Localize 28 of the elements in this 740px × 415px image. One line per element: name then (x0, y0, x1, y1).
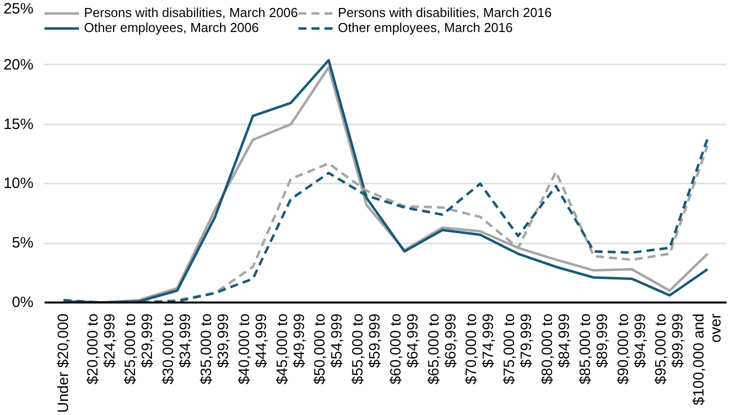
y-tick-label: 10% (3, 175, 34, 192)
x-tick-label: $35,000 to $39,999 (198, 313, 232, 384)
legend-label: Persons with disabilities, March 2016 (338, 5, 552, 20)
x-tick-label: $80,000 to $84,999 (539, 313, 573, 384)
x-tick-label: $20,000 to $24,999 (84, 313, 118, 384)
y-tick-label: 20% (3, 56, 34, 74)
x-tick-label: $90,000 to $94,999 (614, 313, 649, 384)
y-tick-label: 0% (12, 294, 34, 311)
y-tick-label: 15% (3, 116, 34, 133)
x-tick-label: $30,000 to $34,999 (160, 313, 194, 384)
legend-label: Persons with disabilities, March 2006 (84, 5, 298, 20)
x-tick-label: $95,000 to $99,999 (652, 313, 687, 384)
x-tick-label: Under $20,000 (54, 313, 72, 413)
y-tick-label: 5% (12, 234, 34, 252)
legend-label: Other employees, March 2016 (338, 20, 513, 35)
x-tick-label: $45,000 to $49,999 (274, 313, 308, 384)
x-tick-label: $85,000 to $89,999 (576, 313, 611, 384)
x-tick-label: $25,000 to $29,999 (122, 313, 156, 384)
y-tick-label: 25% (3, 0, 34, 18)
x-tick-label: $60,000 to $64,999 (387, 313, 422, 384)
x-tick-label: $50,000 to $54,999 (312, 313, 346, 384)
x-tick-label: $75,000 to $79,999 (501, 313, 536, 384)
x-tick-label: $70,000 to $74,999 (463, 313, 498, 384)
x-tick-label: $40,000 to $44,999 (236, 313, 270, 384)
x-tick-label: $100,000 and over (690, 313, 725, 406)
x-tick-label: $65,000 to $69,999 (425, 313, 460, 384)
x-tick-label: $55,000 to $59,999 (350, 313, 384, 384)
legend-label: Other employees, March 2006 (84, 20, 259, 35)
